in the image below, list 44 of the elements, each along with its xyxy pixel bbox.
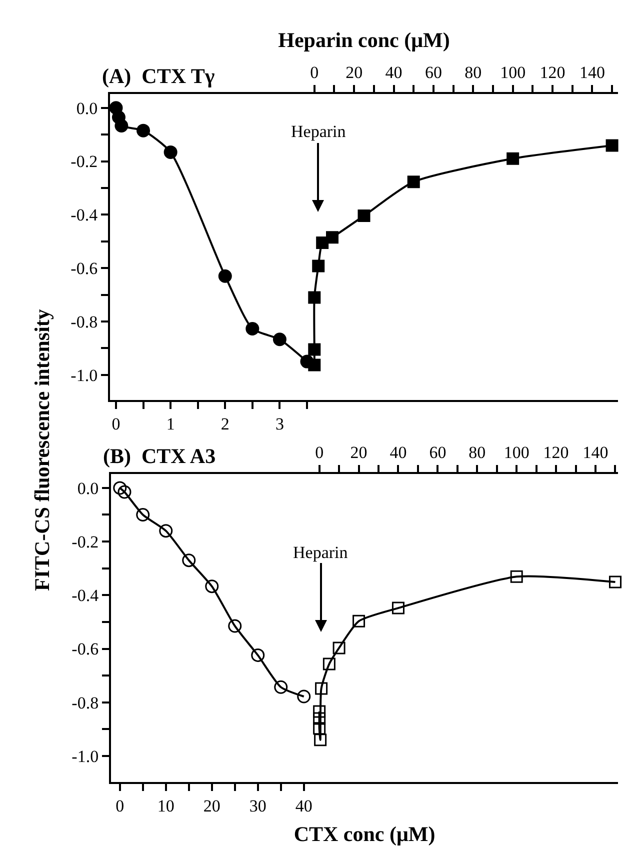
x-tick-label: 0	[112, 414, 120, 434]
x-tick-label: 0	[116, 796, 124, 816]
y-tick-label: -0.6	[70, 259, 98, 278]
chart-title: (B) CTX A3	[103, 444, 216, 468]
x-tick-label: 30	[249, 796, 266, 816]
x2-tick-label: 80	[468, 443, 486, 462]
y-tick-label: -0.2	[70, 152, 98, 172]
y-tick-label: 0.0	[77, 478, 99, 498]
x-tick-label: 1	[166, 414, 175, 434]
x2-tick-label: 20	[346, 63, 363, 82]
x2-tick-label: 40	[390, 443, 407, 462]
y-tick-label: -0.4	[70, 206, 98, 225]
x2-tick-label: 100	[504, 443, 530, 462]
x-tick-label: 40	[295, 796, 312, 816]
y-tick-label: -0.2	[72, 532, 99, 552]
x2-tick-label: 60	[424, 63, 442, 82]
y-tick-label: 0.0	[76, 98, 98, 118]
x2-tick-label: 120	[540, 63, 566, 82]
x-tick-label: 20	[203, 796, 220, 816]
x2-tick-label: 120	[543, 443, 569, 462]
x-tick-label: 10	[157, 796, 174, 816]
y-tick-label: -1.0	[72, 746, 99, 766]
y-tick-label: -0.6	[72, 640, 99, 659]
y-axis-title: FITC-CS fluorescence intensity	[30, 308, 54, 591]
x2-tick-label: 100	[500, 63, 526, 82]
x-tick-label: 3	[275, 414, 284, 434]
x2-tick-label: 60	[429, 443, 446, 462]
annotation: Heparin	[291, 122, 346, 141]
x2-tick-label: 140	[579, 63, 605, 82]
annotation: Heparin	[293, 543, 348, 562]
x-axis-title: CTX conc (μM)	[294, 822, 436, 846]
x2-tick-label: 20	[350, 443, 368, 462]
x2-tick-label: 40	[385, 63, 402, 82]
x2-tick-label: 80	[464, 63, 482, 82]
y-tick-label: -0.4	[72, 586, 100, 606]
y-tick-label: -0.8	[70, 312, 98, 332]
y-tick-label: -1.0	[70, 366, 98, 385]
chart-title: (A) CTX Tγ	[102, 64, 215, 88]
x2-tick-label: 140	[582, 443, 608, 462]
x2-tick-label: 0	[310, 63, 319, 82]
y-tick-label: -0.8	[72, 693, 99, 712]
x2-tick-label: 0	[315, 443, 324, 462]
x2-axis-title: Heparin conc (μM)	[278, 28, 450, 52]
x-tick-label: 2	[220, 414, 230, 434]
